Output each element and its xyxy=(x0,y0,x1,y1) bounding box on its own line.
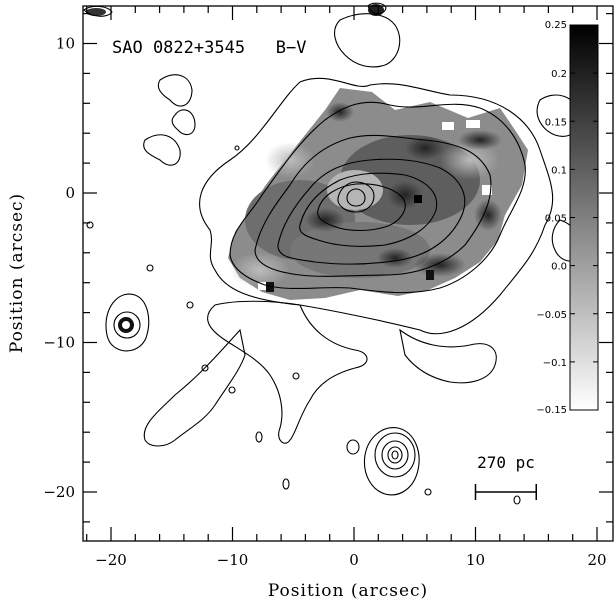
contours xyxy=(83,2,582,505)
colorbar-label: −0.05 xyxy=(536,310,567,321)
colorbar: 0.25 0.2 0.15 0.1 0.05 0.0 −0.05 −0.1 −0.15 xyxy=(536,20,599,416)
colorbar-label: 0.1 xyxy=(551,165,567,176)
colorbar-label: −0.1 xyxy=(543,358,567,369)
x-tick-label: 10 xyxy=(466,551,485,569)
colorbar-label: 0.0 xyxy=(551,262,567,273)
x-tick-label: 0 xyxy=(349,551,359,569)
x-axis-label: Position (arcsec) xyxy=(268,581,428,601)
scale-bar: 270 pc xyxy=(474,453,537,500)
colorbar-label: 0.15 xyxy=(545,117,567,128)
y-tick-label: −20 xyxy=(43,483,75,501)
colorbar-label: 0.2 xyxy=(551,69,567,80)
source-bottom xyxy=(363,427,420,496)
source-left xyxy=(105,293,150,352)
axes-ticks xyxy=(83,6,613,541)
colorbar-label: 0.05 xyxy=(545,214,567,225)
y-tick-label: 10 xyxy=(56,35,75,53)
colorbar-ticks xyxy=(570,24,598,411)
colorbar-labels: 0.25 0.2 0.15 0.1 0.05 0.0 −0.05 −0.1 −0.15 xyxy=(536,20,567,416)
y-axis-label: Position (arcsec) xyxy=(7,193,27,353)
plot-frame xyxy=(82,5,614,542)
scale-bar-label: 270 pc xyxy=(477,453,535,472)
y-tick-label: 0 xyxy=(65,184,75,202)
y-tick-label: −10 xyxy=(43,334,75,352)
x-tick-labels: −20 −10 0 10 20 xyxy=(95,551,606,569)
colorbar-label: −0.15 xyxy=(536,405,567,416)
plot-title: SAO 0822+3545 B−V xyxy=(112,38,306,58)
y-tick-labels: −20 −10 0 10 xyxy=(43,35,75,502)
x-tick-label: −20 xyxy=(95,551,127,569)
x-tick-label: 20 xyxy=(587,551,606,569)
colorbar-label: 0.25 xyxy=(545,20,567,31)
x-tick-label: −10 xyxy=(217,551,249,569)
